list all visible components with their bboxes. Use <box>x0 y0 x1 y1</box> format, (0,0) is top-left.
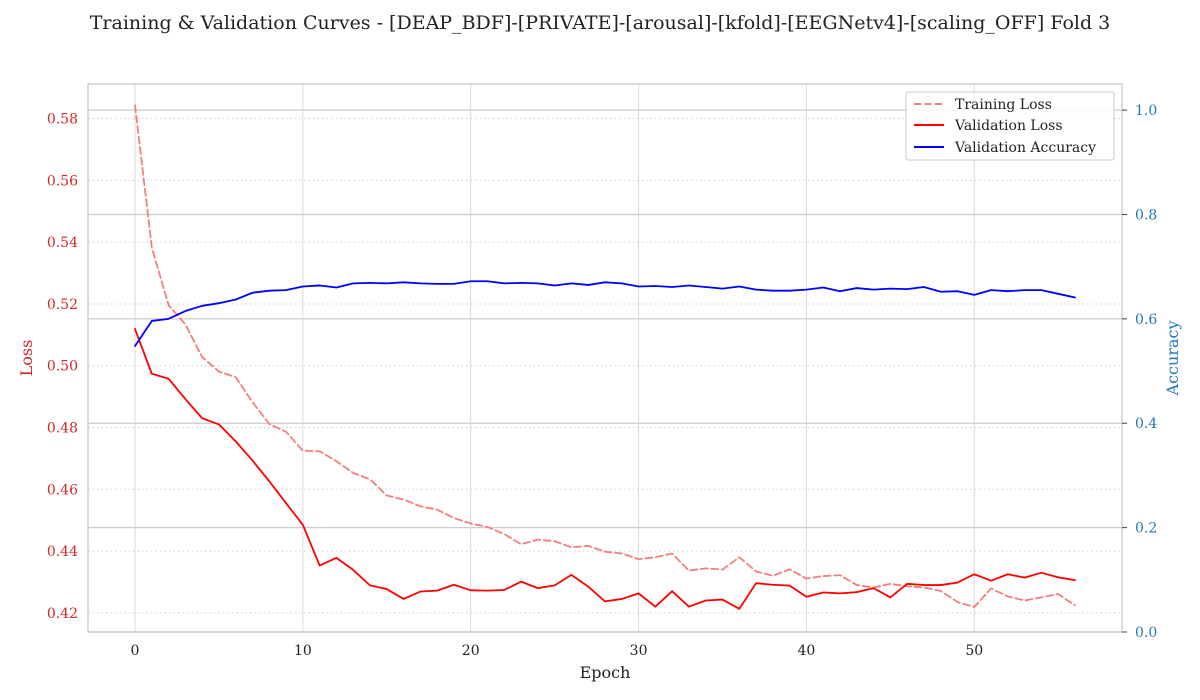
y-tick-label-right: 0.4 <box>1135 416 1157 432</box>
y-tick-label-left: 0.56 <box>47 173 78 189</box>
legend-label-validation-loss: Validation Loss <box>954 118 1063 134</box>
y-tick-label-left: 0.46 <box>47 482 78 498</box>
y-tick-label-left: 0.44 <box>47 544 78 560</box>
series-layer <box>134 104 1076 610</box>
y-tick-label-right: 0.2 <box>1135 521 1157 537</box>
y-tick-label-right: 1.0 <box>1135 103 1157 119</box>
series-line-training-loss <box>134 104 1076 608</box>
y-tick-label-right: 0.0 <box>1135 625 1157 641</box>
chart-title: Training & Validation Curves - [DEAP_BDF… <box>90 12 1111 34</box>
legend-frame <box>905 91 1115 161</box>
legend-label-validation-accuracy: Validation Accuracy <box>954 140 1096 156</box>
y-tick-label-left: 0.54 <box>47 235 78 251</box>
x-tick-label: 10 <box>294 643 312 659</box>
x-tick-label: 50 <box>965 643 983 659</box>
series-line-validation-accuracy <box>134 280 1076 347</box>
y-tick-label-right: 0.8 <box>1135 207 1157 223</box>
legend: Training Loss Validation Loss Validation… <box>905 91 1115 161</box>
plot-frame <box>87 83 1123 633</box>
y-tick-label-left: 0.50 <box>47 359 78 375</box>
x-tick-label: 40 <box>798 643 816 659</box>
y-axis-label-right: Accuracy <box>1163 321 1182 397</box>
y-tick-label-left: 0.52 <box>47 297 78 313</box>
tick-labels: 0 10 20 30 40 50 0.42 0.44 0.46 0.48 0.50 0.52 0.54 0… <box>47 103 1158 659</box>
y-tick-label-left: 0.58 <box>47 112 78 128</box>
y-axis-label-left: Loss <box>17 340 36 377</box>
series-line-validation-loss <box>134 328 1076 610</box>
x-tick-label: 20 <box>462 643 480 659</box>
y-tick-label-left: 0.42 <box>47 606 78 622</box>
x-axis-label: Epoch <box>580 663 631 682</box>
x-tick-label: 30 <box>630 643 648 659</box>
legend-label-training-loss: Training Loss <box>955 97 1052 113</box>
grid <box>88 84 1122 633</box>
x-tick-label: 0 <box>131 643 140 659</box>
y-tick-label-right: 0.6 <box>1135 312 1157 328</box>
y-tick-label-left: 0.48 <box>47 421 78 437</box>
